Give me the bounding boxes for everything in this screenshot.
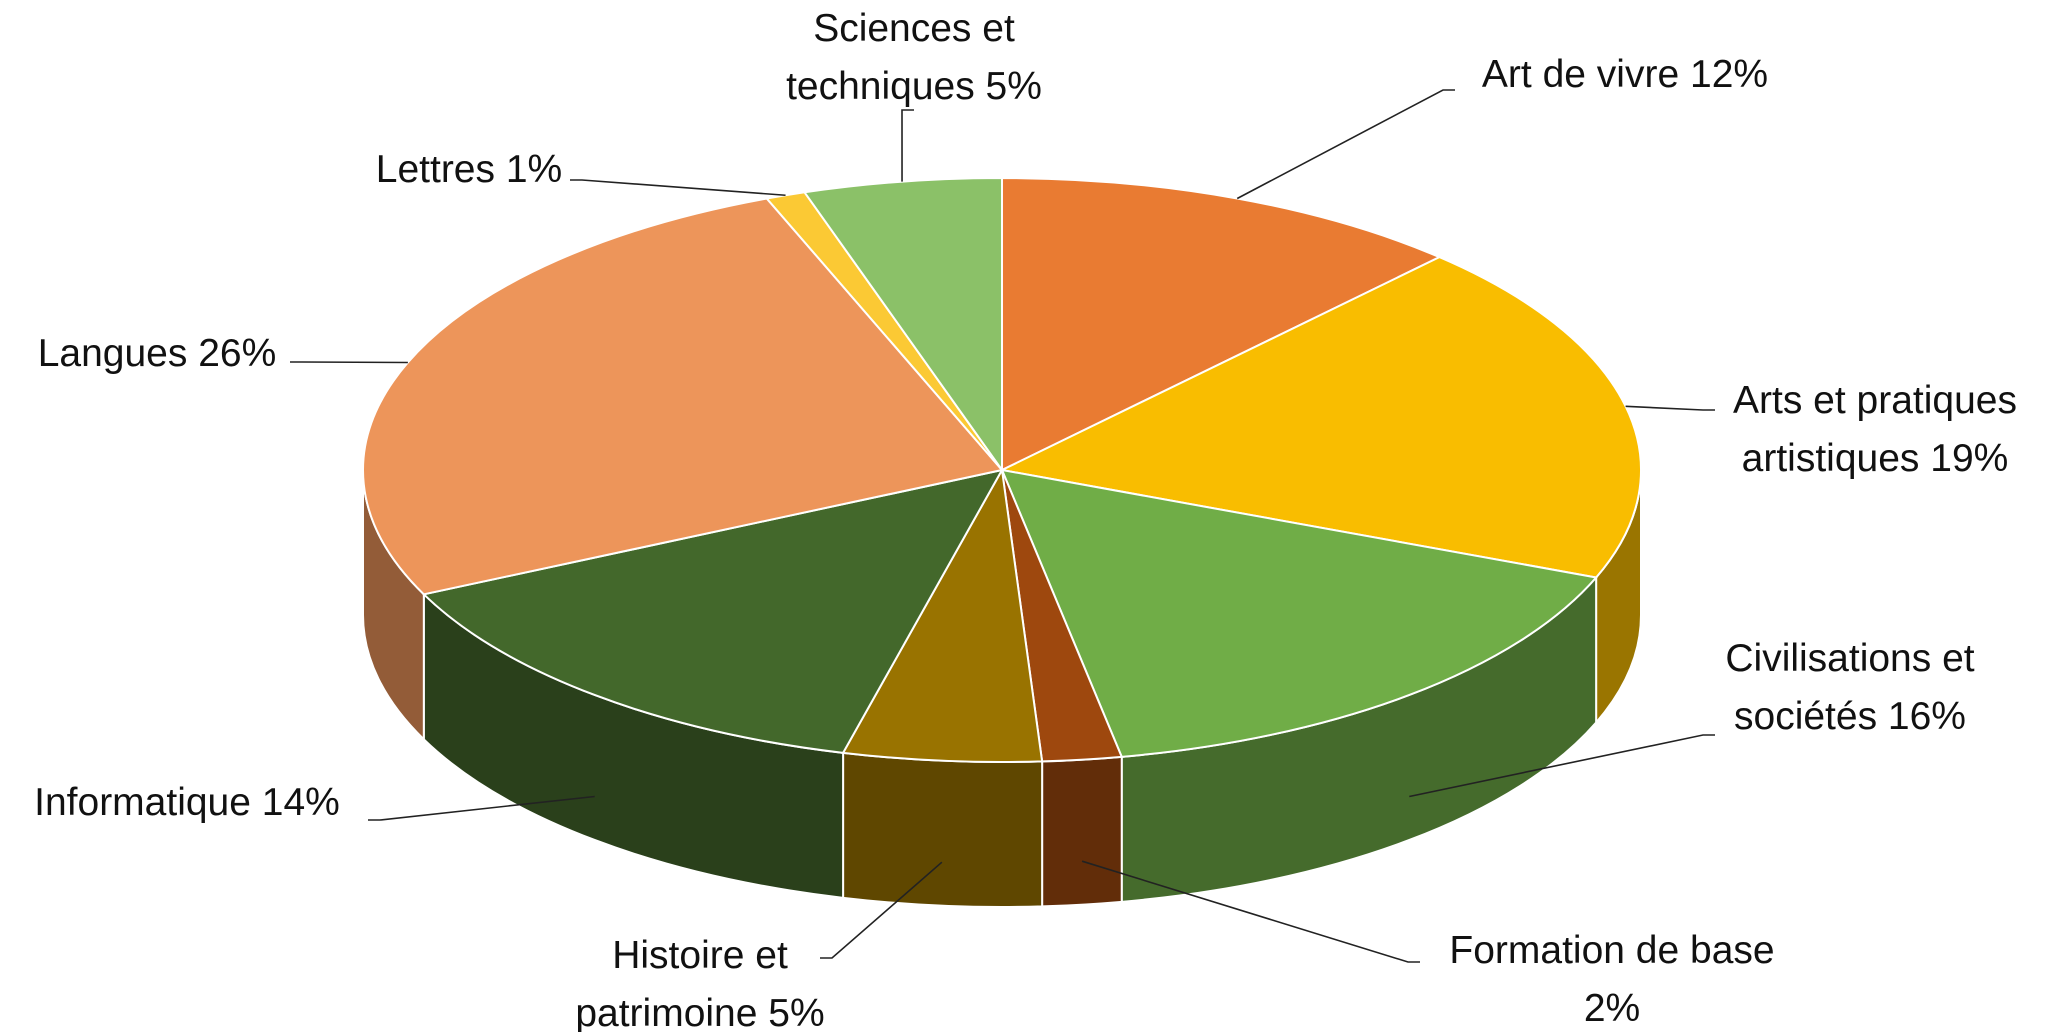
leader-line <box>1081 860 1420 963</box>
label-value: 2% <box>1583 987 1641 1030</box>
label-value: 12% <box>1690 53 1769 96</box>
data-label: Art de vivre 12% <box>1275 46 1975 104</box>
leader-line <box>820 861 943 959</box>
label-category: Informatique <box>34 781 251 824</box>
data-label: Civilisations et sociétés 16% <box>1700 630 2000 746</box>
label-value: 19% <box>1930 437 2009 480</box>
leader-line <box>1409 734 1715 798</box>
leader-line <box>1625 405 1715 411</box>
pie-side <box>1041 755 1123 908</box>
label-value: 5% <box>985 65 1042 108</box>
leader-line <box>901 109 914 182</box>
label-value: 1% <box>505 148 563 191</box>
pie-slice <box>802 176 1003 474</box>
label-value: 14% <box>261 781 340 824</box>
pie-slice <box>421 468 1004 754</box>
label-value: 5% <box>768 992 825 1032</box>
pie-side <box>842 751 1044 909</box>
label-category: Sciences et techniques <box>786 7 1015 108</box>
data-label: Informatique 14% <box>0 774 437 832</box>
data-label: Histoire et patrimoine 5% <box>550 927 850 1032</box>
label-category: Arts et pratiques artistiques <box>1733 379 2017 480</box>
label-category: Formation de base <box>1449 929 1775 972</box>
label-category: Art de vivre <box>1481 53 1680 96</box>
pie-slice <box>841 466 1044 764</box>
leader-line <box>368 795 595 821</box>
leader-line <box>570 179 786 197</box>
pie-slice <box>1001 176 1442 472</box>
data-label: Sciences et techniques 5% <box>764 0 1064 116</box>
pie-slice <box>1000 468 1599 758</box>
label-category: Lettres <box>375 148 495 191</box>
label-category: Civilisations et sociétés <box>1725 637 1975 738</box>
data-label: Lettres 1% <box>219 141 719 199</box>
leader-line <box>290 361 408 364</box>
data-label: Formation de base 2% <box>1422 922 1802 1032</box>
label-category: Langues <box>37 332 188 375</box>
pie-slice <box>998 256 1642 579</box>
label-value: 26% <box>198 332 277 375</box>
label-value: 16% <box>1887 695 1966 738</box>
data-label: Arts et pratiques artistiques 19% <box>1705 372 2045 488</box>
label-category: Histoire et patrimoine <box>575 934 788 1032</box>
leader-line <box>1236 89 1455 200</box>
data-label: Langues 26% <box>0 325 407 383</box>
